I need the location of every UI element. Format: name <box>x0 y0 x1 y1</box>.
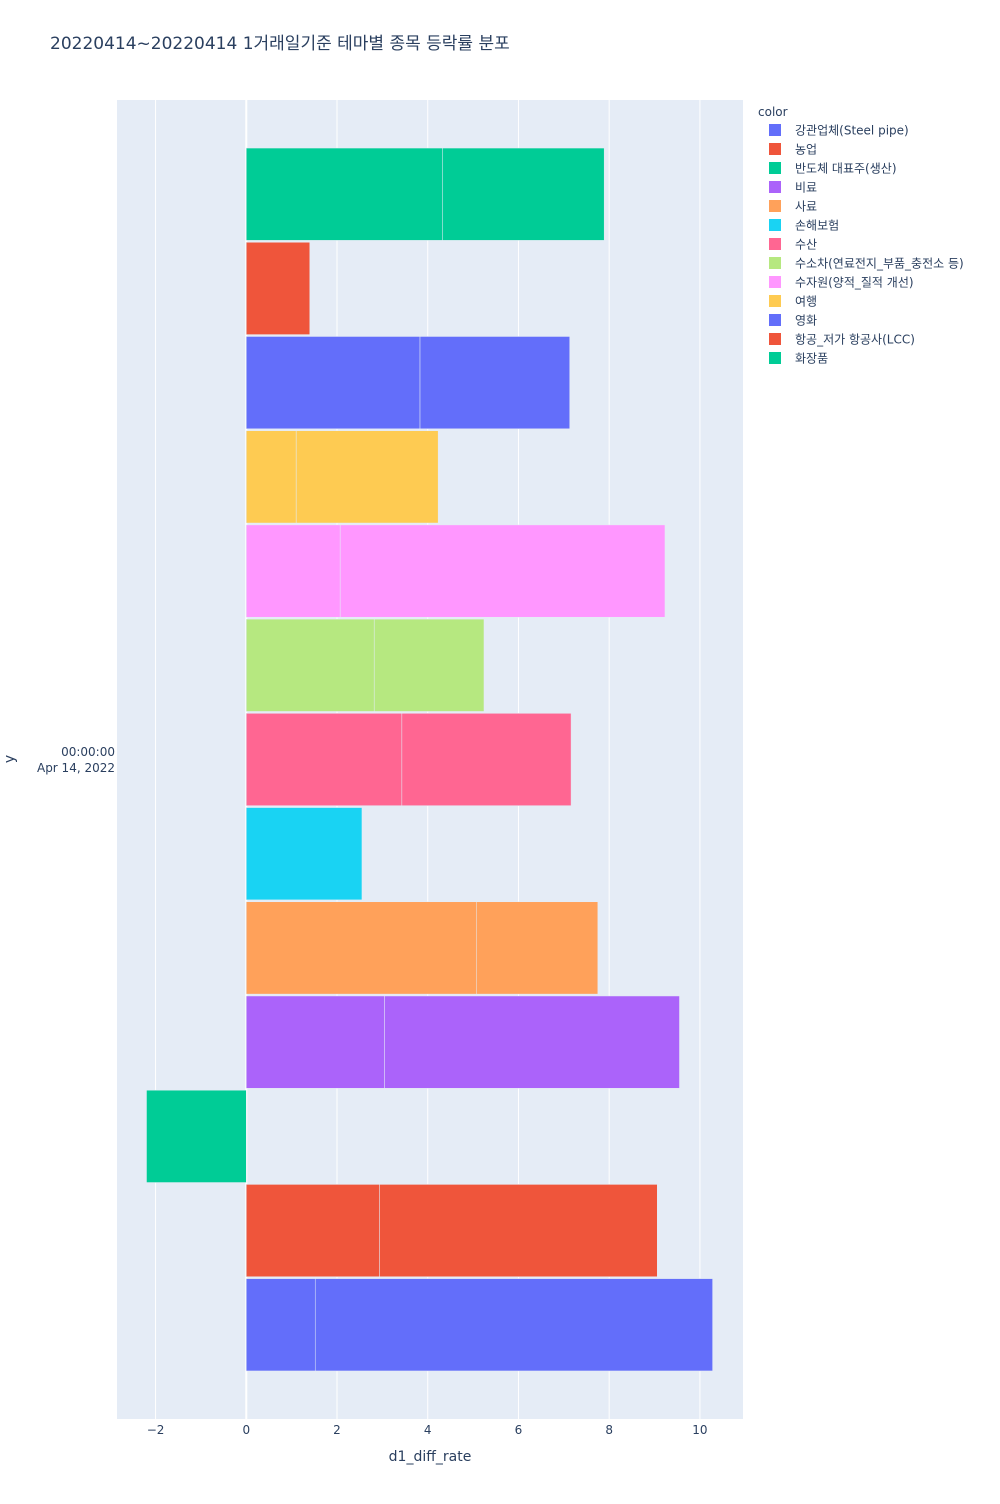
x-tick-label: 10 <box>692 1423 707 1437</box>
x-tick-label: 6 <box>515 1423 523 1437</box>
legend-swatch[interactable] <box>769 124 781 136</box>
legend-item-label[interactable]: 비료 <box>795 181 817 195</box>
x-axis-title: d1_diff_rate <box>389 1449 472 1465</box>
axes: d1_diff_rate y 00:00:00 Apr 14, 2022 −2 0… <box>2 745 708 1465</box>
bar-segment[interactable] <box>384 995 680 1089</box>
x-tick-label: 4 <box>424 1423 432 1437</box>
legend-item-label[interactable]: 농업 <box>795 143 817 157</box>
legend-item-label[interactable]: 여행 <box>795 294 817 309</box>
bar-segment[interactable] <box>246 336 421 430</box>
bar-segment[interactable] <box>373 618 485 712</box>
bar-segment[interactable] <box>246 1184 380 1277</box>
bar-segment[interactable] <box>442 147 605 241</box>
legend-swatch[interactable] <box>769 276 781 288</box>
legend-swatch[interactable] <box>769 352 781 364</box>
bar-segment[interactable] <box>401 713 572 806</box>
bar-segment[interactable] <box>246 524 341 618</box>
legend-swatch[interactable] <box>769 162 781 174</box>
legend-item-label[interactable]: 강관업체(Steel pipe) <box>795 124 909 138</box>
bar-segment[interactable] <box>246 901 477 995</box>
legend-item-label[interactable]: 반도체 대표주(생산) <box>795 162 897 176</box>
bar-segment[interactable] <box>314 1278 713 1372</box>
legend-swatch[interactable] <box>769 181 781 193</box>
legend-item-label[interactable]: 사료 <box>795 200 817 214</box>
x-tick-label: 0 <box>242 1423 250 1437</box>
legend-item-label[interactable]: 수자원(양적_질적 개선) <box>795 276 914 290</box>
bar-segment[interactable] <box>295 430 439 524</box>
x-tick-label: −2 <box>147 1423 165 1437</box>
legend-item-label[interactable]: 영화 <box>795 314 817 328</box>
legend-item-label[interactable]: 수산 <box>795 238 817 252</box>
bar-segment[interactable] <box>246 242 311 335</box>
chart-title: 20220414~20220414 1거래일기준 테마별 종목 등락률 분포 <box>50 34 510 54</box>
bar-segment[interactable] <box>246 713 403 806</box>
bar-segment[interactable] <box>246 995 385 1089</box>
y-tick-label-time: 00:00:00 <box>61 745 115 759</box>
x-tick-label: 8 <box>605 1423 613 1437</box>
y-axis-title: y <box>2 755 18 763</box>
legend-swatch[interactable] <box>769 219 781 231</box>
legend-swatch[interactable] <box>769 314 781 326</box>
legend-item-label[interactable]: 수소차(연료전지_부품_충전소 등) <box>795 257 964 271</box>
bar-segment[interactable] <box>246 1278 316 1372</box>
legend-item-label[interactable]: 손해보험 <box>795 219 839 233</box>
legend-swatch[interactable] <box>769 257 781 269</box>
bar-segment[interactable] <box>246 807 363 901</box>
bar-segment[interactable] <box>146 1089 247 1183</box>
plot-area <box>117 100 743 1419</box>
y-tick-label-date: Apr 14, 2022 <box>37 761 115 775</box>
bar-segment[interactable] <box>246 618 375 712</box>
bar-segment[interactable] <box>246 147 443 241</box>
bar-segment[interactable] <box>379 1184 658 1277</box>
legend-swatch[interactable] <box>769 238 781 250</box>
x-tick-label: 2 <box>333 1423 341 1437</box>
bar-segment[interactable] <box>246 430 297 524</box>
legend-swatch[interactable] <box>769 333 781 345</box>
legend-swatch[interactable] <box>769 200 781 212</box>
legend-swatch[interactable] <box>769 143 781 155</box>
bar-segment[interactable] <box>476 901 599 995</box>
legend-title: color <box>758 105 788 119</box>
legend-item-label[interactable]: 화장품 <box>795 352 828 366</box>
bar-segment[interactable] <box>339 524 666 618</box>
legend-item-label[interactable]: 항공_저가 항공사(LCC) <box>795 333 915 347</box>
legend-swatch[interactable] <box>769 295 781 307</box>
bar-segment[interactable] <box>419 336 570 430</box>
